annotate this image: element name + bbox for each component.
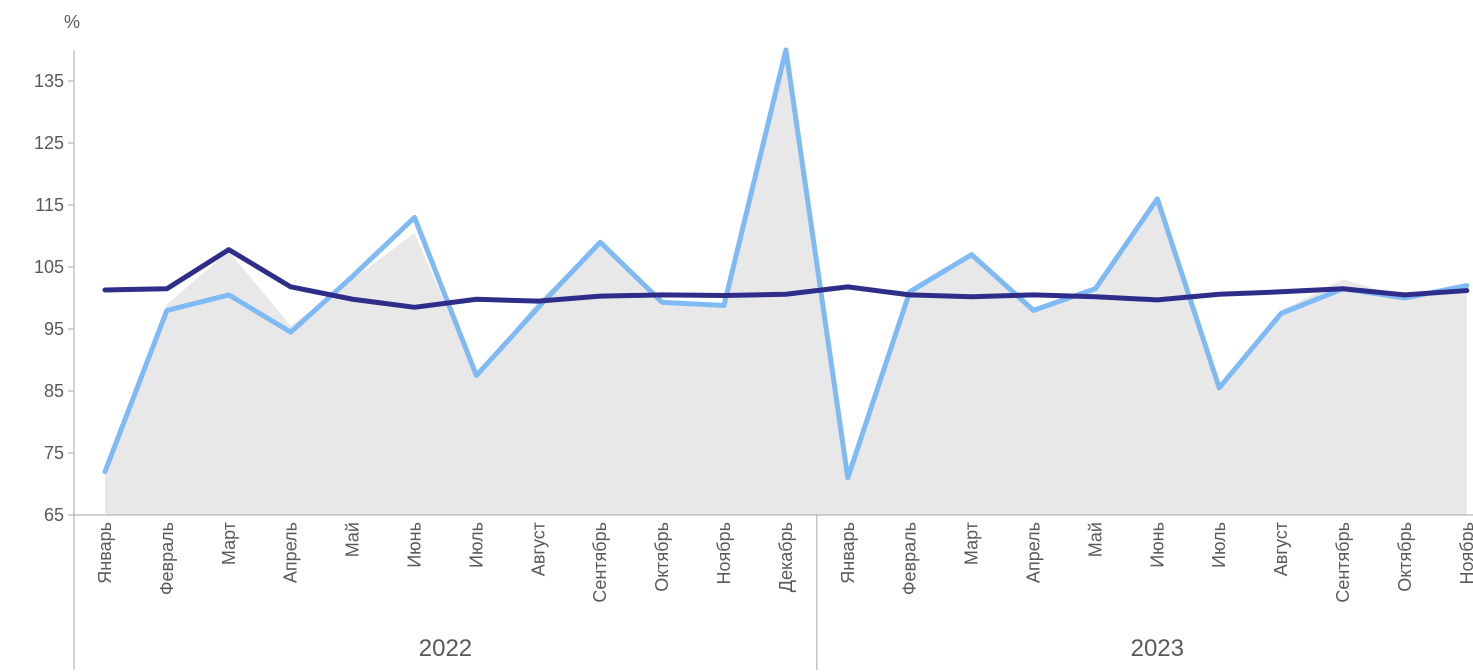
x-tick-label: Декабрь — [776, 522, 796, 592]
year-group-labels: 2022 2023 — [419, 635, 1184, 662]
x-tick-label: Август — [1271, 522, 1291, 576]
y-tick-label: 105 — [34, 257, 64, 277]
y-tick-label: 95 — [44, 319, 64, 339]
x-tick-labels: Январь Февраль Март Апрель Май Июнь Июль Август… — [95, 522, 1473, 603]
x-tick-label: Май — [343, 522, 363, 557]
y-tick-label: 65 — [44, 505, 64, 525]
x-tick-label: Январь — [838, 522, 858, 584]
x-tick-label: Март — [962, 522, 982, 565]
x-tick-label: Июнь — [405, 522, 425, 568]
x-tick-label: Ноябрь — [714, 522, 734, 584]
x-tick-label: Август — [528, 522, 548, 576]
x-tick-label: Июль — [1209, 522, 1229, 568]
y-tick-label: 85 — [44, 381, 64, 401]
y-tick-labels: 65 75 85 95 105 115 125 135 — [34, 71, 64, 525]
y-tick-label: 125 — [34, 133, 64, 153]
area-series — [105, 50, 1467, 515]
x-tick-label: Июнь — [1147, 522, 1167, 568]
y-tick-label: 135 — [34, 71, 64, 91]
area-layer — [105, 50, 1467, 515]
x-tick-label: Сентябрь — [1333, 522, 1353, 603]
y-unit-label: % — [64, 12, 80, 32]
x-tick-label: Май — [1085, 522, 1105, 557]
x-tick-label: Февраль — [900, 522, 920, 595]
x-tick-label: Октябрь — [652, 522, 672, 592]
x-tick-label: Сентябрь — [590, 522, 610, 603]
year-label: 2022 — [419, 635, 472, 662]
y-tick-label: 75 — [44, 443, 64, 463]
line-layer — [102, 47, 1470, 481]
axes — [68, 50, 1473, 670]
y-tick-label: 115 — [35, 195, 64, 215]
x-tick-label: Март — [219, 522, 239, 565]
year-label: 2023 — [1131, 635, 1184, 662]
x-tick-label: Ноябрь — [1457, 522, 1473, 584]
x-tick-label: Октябрь — [1395, 522, 1415, 592]
x-tick-label: Январь — [95, 522, 115, 584]
x-tick-label: Апрель — [281, 522, 301, 583]
x-tick-label: Июль — [466, 522, 486, 568]
x-tick-label: Апрель — [1024, 522, 1044, 583]
x-tick-label: Февраль — [157, 522, 177, 595]
